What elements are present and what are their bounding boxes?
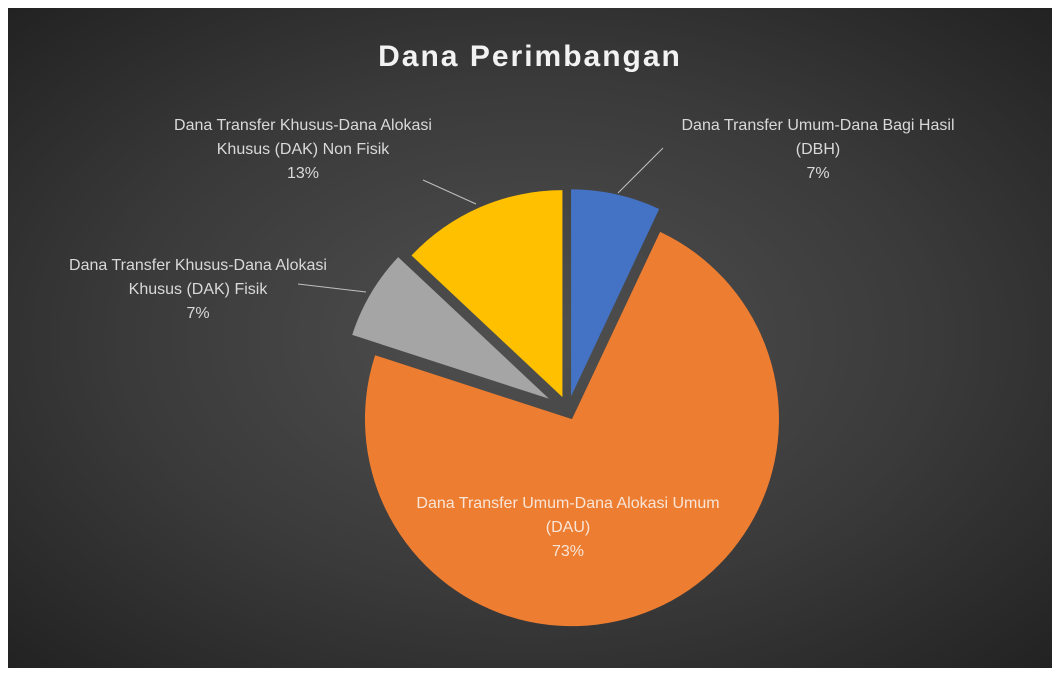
data-label: Dana Transfer Umum-Dana Alokasi Umum (DA… (408, 492, 728, 564)
data-label-value: 73% (551, 543, 585, 560)
pie-chart (297, 147, 779, 627)
data-label: Dana Transfer Khusus-Dana Alokasi Khusus… (68, 254, 328, 326)
chart-title: Dana Perimbangan (378, 40, 682, 73)
data-label-value: 7% (806, 165, 830, 182)
pie-slice (352, 257, 550, 399)
data-label-name: Dana Transfer Khusus-Dana Alokasi Khusus… (69, 257, 327, 298)
data-label-value: 7% (186, 305, 210, 322)
pie-slice (411, 190, 563, 398)
pie-slice (364, 231, 779, 627)
data-label: Dana Transfer Khusus-Dana Alokasi Khusus… (153, 114, 453, 186)
leader-line (297, 283, 367, 293)
data-label-value: 13% (286, 165, 320, 182)
data-label: Dana Transfer Umum-Dana Bagi Hasil (DBH)… (668, 114, 968, 186)
data-label-name: Dana Transfer Khusus-Dana Alokasi Khusus… (174, 117, 432, 158)
data-label-name: Dana Transfer Umum-Dana Bagi Hasil (DBH) (681, 117, 955, 158)
chart: Dana Perimbangan Dana Transfer Umum-Dana… (8, 8, 1052, 668)
data-label-name: Dana Transfer Umum-Dana Alokasi Umum (DA… (416, 495, 720, 536)
leader-line (617, 147, 664, 194)
pie-slice (571, 189, 660, 397)
leader-line (422, 179, 477, 205)
